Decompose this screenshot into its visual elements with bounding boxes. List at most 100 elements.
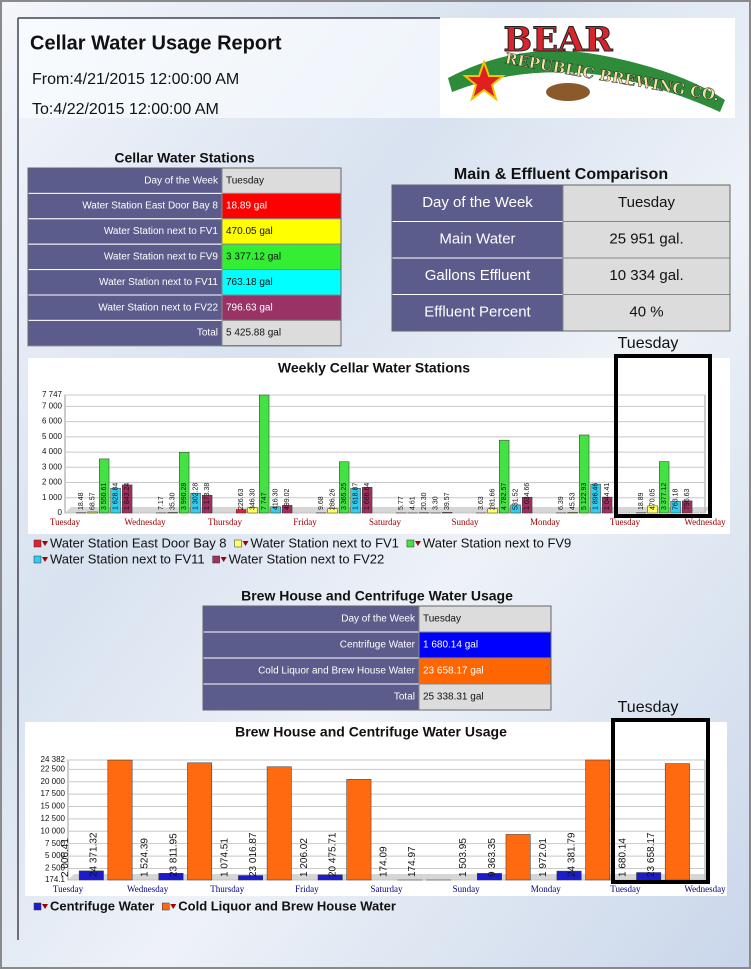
data-label: 226.63 — [238, 488, 245, 510]
label-cell — [391, 257, 564, 295]
bar — [578, 434, 590, 514]
row-value: Tuesday — [423, 614, 461, 625]
bar — [107, 759, 133, 881]
value-cell — [221, 294, 342, 321]
legend-swatch — [212, 555, 220, 564]
legend-swatch — [33, 539, 42, 548]
legend-label: Water Station next to FV9 — [423, 535, 571, 550]
legend-arrow — [242, 541, 249, 546]
bar — [238, 875, 264, 881]
row-value: 3 377.12 gal — [226, 252, 281, 263]
row-label: Water Station East Door Bay 8 — [82, 201, 218, 212]
bar — [590, 483, 601, 514]
x-tick-label: Wednesday — [124, 517, 166, 527]
data-label: 1 074.51 — [219, 838, 230, 877]
bar — [235, 509, 247, 514]
data-label: 3.63 — [478, 496, 485, 510]
legend-label: Water Station East Door Bay 8 — [50, 535, 227, 550]
x-tick-label: Tuesday — [50, 517, 81, 527]
data-label: 346.30 — [249, 488, 256, 510]
header-panel — [18, 18, 440, 118]
y-tick-label: 6 000 — [42, 417, 63, 426]
bar — [190, 492, 201, 514]
label-cell — [27, 167, 223, 194]
data-label: 4.61 — [409, 496, 416, 510]
bar — [202, 494, 213, 514]
data-label: 5.77 — [398, 496, 405, 510]
legend-swatch — [33, 555, 42, 564]
data-label: 5 122.93 — [581, 483, 588, 510]
highlight-box — [611, 718, 710, 884]
x-tick-label: Saturday — [371, 884, 403, 894]
bar — [522, 496, 533, 514]
row-label: Centrifuge Water — [340, 640, 416, 651]
logo-bear — [546, 83, 590, 101]
bar — [487, 508, 498, 514]
data-label: 1 044.41 — [604, 483, 611, 510]
row-value: 25 951 gal. — [609, 231, 683, 248]
row-label: Day of the Week — [341, 614, 416, 625]
data-label: 23 811.95 — [168, 833, 179, 877]
bar — [282, 505, 293, 514]
x-tick-label: Monday — [530, 517, 560, 527]
data-label: 1 503.95 — [458, 838, 469, 877]
data-label: 4 782.57 — [501, 483, 508, 510]
bar — [658, 461, 670, 514]
row-label: Gallons Effluent — [425, 267, 531, 284]
y-tick-label: 5 000 — [42, 432, 63, 441]
data-label: 18.48 — [78, 492, 85, 510]
data-label: 18.89 — [638, 492, 645, 510]
bar — [682, 500, 693, 514]
legend-swatch — [33, 902, 42, 911]
legend-arrow — [220, 557, 227, 562]
y-tick-label: 20 000 — [41, 777, 66, 786]
legend-arrow — [414, 541, 421, 546]
label-cell — [202, 631, 420, 659]
x-tick-label: Friday — [295, 884, 319, 894]
legend-arrow — [170, 904, 177, 909]
legend-swatch — [162, 902, 170, 911]
data-label: 24 371.32 — [89, 832, 100, 877]
table-border — [202, 605, 552, 711]
row-value: 796.63 gal — [226, 302, 273, 313]
y-tick-label: 7 000 — [42, 401, 63, 410]
y-tick-label: 7 747 — [42, 390, 63, 399]
data-label: 286.26 — [329, 488, 336, 510]
y-tick-label: 10 000 — [41, 826, 66, 835]
bar — [670, 501, 681, 514]
row-label: Main Water — [439, 231, 515, 248]
label-cell — [27, 269, 223, 296]
data-label: 1 034.66 — [524, 483, 531, 510]
data-label: 1 628.84 — [112, 483, 119, 510]
legend-arrow — [42, 557, 48, 562]
data-label: 174.09 — [379, 846, 390, 877]
x-tick-label: Thursday — [210, 884, 244, 894]
data-label: 531.52 — [512, 488, 519, 510]
row-value: 1 680.14 gal — [423, 640, 478, 651]
legend-arrow — [42, 541, 48, 546]
data-label: 9.68 — [318, 496, 325, 510]
bar — [505, 834, 531, 881]
data-label: 1 618.87 — [352, 483, 359, 510]
bar — [258, 394, 270, 514]
bar — [477, 873, 502, 881]
data-label: 24 381.79 — [566, 832, 577, 877]
bar — [178, 451, 190, 514]
highlight-box — [614, 354, 712, 518]
row-label: Water Station next to FV11 — [99, 277, 218, 288]
bar — [647, 505, 658, 514]
value-cell — [221, 319, 342, 347]
y-tick-label: 3 000 — [42, 462, 63, 471]
data-label: 1 686.64 — [364, 483, 371, 510]
table-title: Brew House and Centrifuge Water Usage — [241, 588, 513, 604]
data-label: 23 658.17 — [646, 832, 657, 877]
legend-swatch — [406, 539, 415, 548]
data-label: 45.53 — [569, 492, 576, 510]
row-label: Cold Liquor and Brew House Water — [258, 666, 416, 677]
floor — [65, 507, 711, 513]
data-label: 1 302.28 — [192, 483, 199, 510]
x-tick-label: Tuesday — [610, 517, 641, 527]
row-label: Total — [394, 692, 415, 703]
legend-label: Water Station next to FV11 — [50, 551, 205, 566]
data-label: 7 747 — [261, 492, 268, 510]
